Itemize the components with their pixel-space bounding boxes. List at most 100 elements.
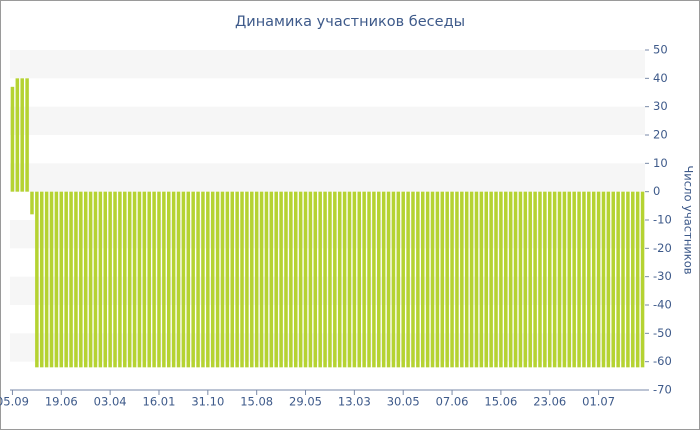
bar	[298, 191, 303, 368]
bar	[406, 191, 410, 368]
bar	[435, 191, 440, 368]
bar	[337, 191, 342, 368]
x-tick-label: 07.06	[436, 395, 469, 409]
bar	[533, 191, 537, 368]
bar	[323, 191, 327, 368]
bar	[547, 191, 552, 368]
x-tick-label: 13.03	[338, 395, 371, 409]
bar	[455, 191, 459, 368]
x-tick-label: 15.06	[484, 395, 517, 409]
bar	[176, 191, 181, 368]
x-tick-label: 15.08	[240, 395, 273, 409]
bar	[293, 191, 298, 368]
bar	[137, 191, 142, 368]
y-tick-label: -40	[653, 298, 672, 312]
bar	[83, 191, 88, 368]
bar	[79, 191, 83, 368]
bar	[39, 191, 44, 368]
bar	[489, 191, 493, 368]
bar	[396, 191, 401, 368]
bar	[181, 191, 186, 368]
bar	[15, 78, 20, 192]
bar	[142, 191, 147, 368]
y-tick-label: 0	[653, 184, 660, 198]
bar	[557, 191, 562, 368]
bar	[494, 191, 498, 368]
bar	[430, 191, 435, 368]
bar	[284, 191, 288, 368]
bar	[206, 191, 210, 368]
bar	[386, 191, 391, 368]
bar	[220, 191, 225, 368]
bar	[157, 191, 161, 368]
bar	[631, 191, 635, 368]
bar	[98, 191, 103, 368]
bar	[499, 191, 503, 368]
bar	[377, 191, 381, 368]
y-tick-label: 20	[653, 128, 668, 142]
bar	[440, 191, 445, 368]
bar	[171, 191, 176, 368]
bar	[352, 191, 357, 368]
bar	[513, 191, 518, 368]
bar	[508, 191, 513, 368]
bar	[552, 191, 557, 368]
bar	[127, 191, 132, 368]
bar	[562, 191, 567, 368]
bar	[640, 191, 645, 368]
bar	[616, 191, 620, 368]
x-tick-label: 03.04	[94, 395, 127, 409]
bar	[108, 191, 112, 368]
bar	[543, 191, 547, 368]
bar	[582, 191, 586, 368]
bar	[626, 191, 630, 368]
bar	[20, 78, 24, 192]
y-tick-label: -20	[653, 241, 672, 255]
y-tick-label: 50	[653, 43, 668, 57]
y-tick-label: 10	[653, 156, 668, 170]
bar	[235, 191, 239, 368]
bar	[567, 191, 572, 368]
bar	[147, 191, 151, 368]
bar	[103, 191, 108, 368]
bar	[269, 191, 274, 368]
bar	[225, 191, 230, 368]
bar	[333, 191, 337, 368]
x-tick-label: 29.05	[289, 395, 322, 409]
bar	[504, 191, 508, 368]
bar	[69, 191, 73, 368]
bar	[381, 191, 386, 368]
bar	[93, 191, 98, 368]
bar	[401, 191, 405, 368]
bar	[611, 191, 616, 368]
y-tick-label: -60	[653, 354, 672, 368]
bar	[425, 191, 430, 368]
bar	[49, 191, 54, 368]
bar	[230, 191, 235, 368]
bar	[259, 191, 264, 368]
x-tick-label: 31.10	[191, 395, 224, 409]
x-tick-label: 16.01	[143, 395, 176, 409]
bar	[162, 191, 166, 368]
bar	[30, 191, 34, 215]
bar	[10, 86, 15, 192]
bar	[186, 191, 191, 368]
bar	[240, 191, 244, 368]
bar	[362, 191, 366, 368]
bar	[328, 191, 332, 368]
bar	[416, 191, 420, 368]
bar	[411, 191, 415, 368]
bar	[445, 191, 449, 368]
bar	[196, 191, 200, 368]
bar	[484, 191, 489, 368]
x-tick-label: 01.07	[582, 395, 615, 409]
bar	[59, 191, 64, 368]
bar	[44, 191, 49, 368]
bar	[460, 191, 464, 368]
bar	[254, 191, 259, 368]
bar	[191, 191, 195, 368]
bar	[318, 191, 322, 368]
bar	[606, 191, 611, 368]
bar	[113, 191, 117, 368]
